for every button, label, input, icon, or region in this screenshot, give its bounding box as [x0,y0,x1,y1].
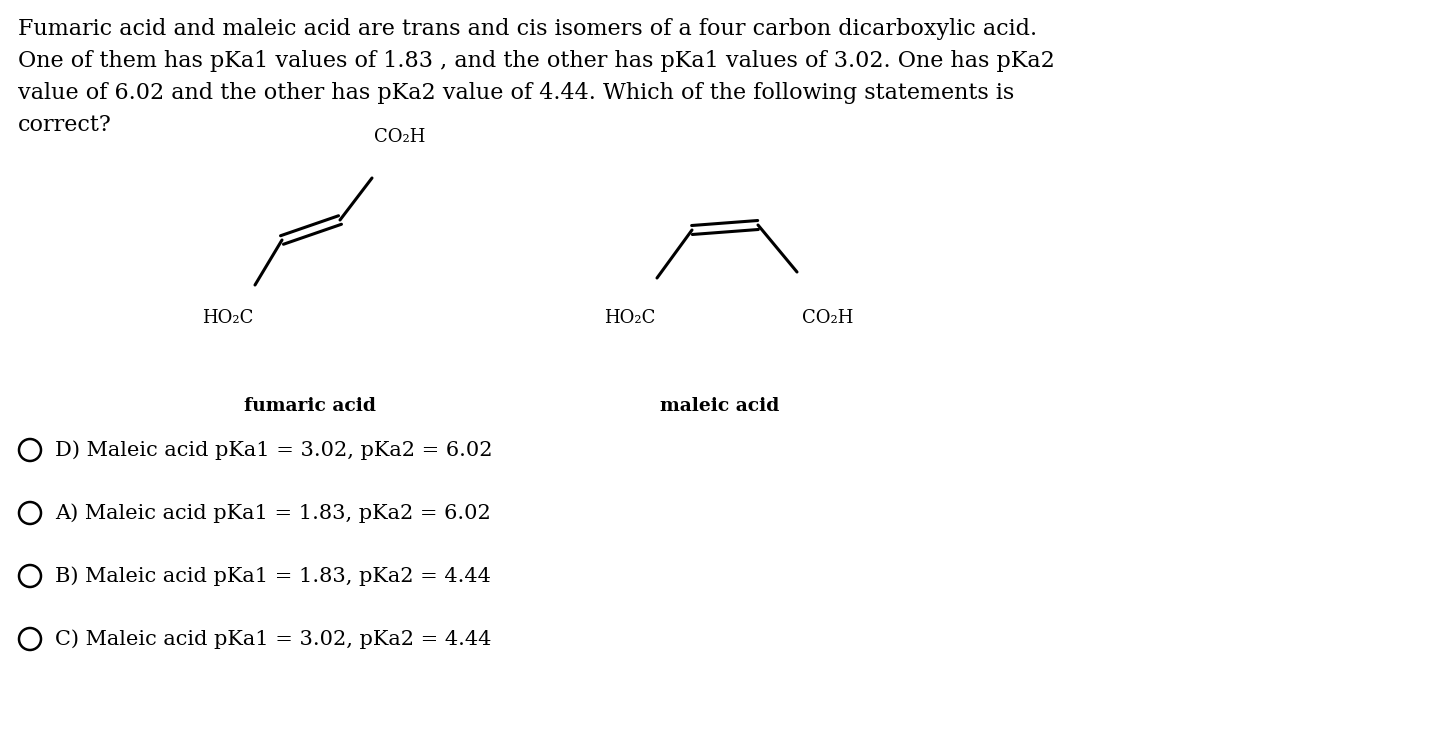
Text: HO₂C: HO₂C [202,309,252,327]
Text: B) Maleic acid pKa1 = 1.83, pKa2 = 4.44: B) Maleic acid pKa1 = 1.83, pKa2 = 4.44 [55,566,490,586]
Text: fumaric acid: fumaric acid [244,397,376,415]
Text: D) Maleic acid pKa1 = 3.02, pKa2 = 6.02: D) Maleic acid pKa1 = 3.02, pKa2 = 6.02 [55,440,493,460]
Text: maleic acid: maleic acid [660,397,780,415]
Text: Fumaric acid and maleic acid are trans and cis isomers of a four carbon dicarbox: Fumaric acid and maleic acid are trans a… [17,18,1037,40]
Text: CO₂H: CO₂H [802,309,854,327]
Text: CO₂H: CO₂H [373,128,425,146]
Text: A) Maleic acid pKa1 = 1.83, pKa2 = 6.02: A) Maleic acid pKa1 = 1.83, pKa2 = 6.02 [55,503,490,523]
Text: value of 6.02 and the other has pKa2 value of 4.44. Which of the following state: value of 6.02 and the other has pKa2 val… [17,82,1014,104]
Text: One of them has pKa1 values of 1.83 , and the other has pKa1 values of 3.02. One: One of them has pKa1 values of 1.83 , an… [17,50,1054,72]
Text: correct?: correct? [17,114,111,136]
Text: HO₂C: HO₂C [604,309,655,327]
Text: C) Maleic acid pKa1 = 3.02, pKa2 = 4.44: C) Maleic acid pKa1 = 3.02, pKa2 = 4.44 [55,629,492,649]
